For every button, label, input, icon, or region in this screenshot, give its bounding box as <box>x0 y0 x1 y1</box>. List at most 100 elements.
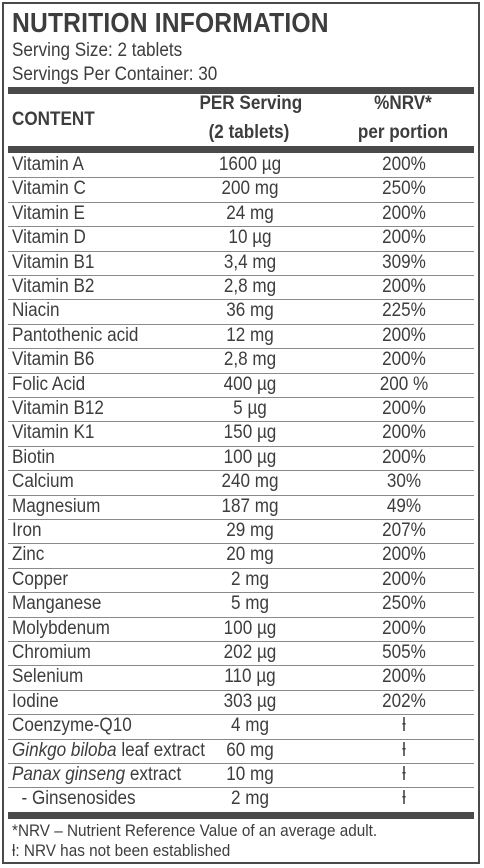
nutrient-amount: 60 mg <box>226 739 274 761</box>
nutrient-amount: 20 mg <box>226 544 274 566</box>
nutrient-name: Biotin <box>12 446 55 468</box>
table-row: Selenium 110 µg 200% <box>8 665 474 691</box>
footer-divider <box>8 812 474 819</box>
nutrient-name: Zinc <box>12 544 45 566</box>
nutrient-amount: 12 mg <box>226 324 274 346</box>
nutrient-amount: 2,8 mg <box>223 349 277 371</box>
nutrient-name: Iodine <box>12 690 59 712</box>
nutrient-name: Coenzyme-Q10 <box>12 715 132 737</box>
nutrient-amount: 150 µg <box>223 422 277 444</box>
nutrient-name-rest: leaf extract <box>116 739 205 761</box>
nutrient-nrv: ƚ <box>402 739 406 761</box>
table-row: Iodine 303 µg 202% <box>8 690 474 716</box>
table-row: Biotin 100 µg 200% <box>8 446 474 472</box>
table-divider <box>8 146 474 153</box>
nutrient-amount: 5 mg <box>230 593 270 615</box>
nutrient-name: - Ginsenosides <box>12 788 136 810</box>
nutrient-nrv: 200% <box>382 617 426 639</box>
table-row: Ginkgo biloba leaf extract 60 mg ƚ <box>8 739 474 764</box>
nutrient-name: Ginkgo biloba leaf extract <box>12 739 205 763</box>
nutrient-amount: 303 µg <box>223 690 277 712</box>
label-title: NUTRITION INFORMATION <box>12 7 329 38</box>
nutrient-nrv: 250% <box>382 178 426 200</box>
nutrient-amount: 200 mg <box>221 178 279 200</box>
nutrient-name: Niacin <box>12 300 60 322</box>
header-per-serving: PER Serving <box>199 93 303 114</box>
nutrient-nrv: 200% <box>382 202 426 224</box>
nutrient-name: Vitamin D <box>12 227 86 249</box>
nutrient-amount: 2,8 mg <box>223 276 277 297</box>
nutrient-name: Magnesium <box>12 495 101 517</box>
table-row: Chromium 202 µg 505% <box>8 641 474 667</box>
nutrient-nrv: 200 % <box>379 373 429 395</box>
serving-size: Serving Size: 2 tablets <box>12 40 183 61</box>
nutrient-nrv: 505% <box>382 642 426 663</box>
table-row: Copper 2 mg 200% <box>8 568 474 594</box>
table-row: Magnesium 187 mg 49% <box>8 495 474 520</box>
table-row: Pantothenic acid 12 mg 200% <box>8 324 474 350</box>
nutrient-nrv: 200% <box>382 568 426 590</box>
table-row: Panax ginseng extract 10 mg ƚ <box>8 763 474 789</box>
nutrient-amount: 3,4 mg <box>223 251 277 273</box>
nutrient-name-italic: Panax ginseng <box>12 764 126 785</box>
nutrient-nrv: ƚ <box>402 788 406 810</box>
table-row: Vitamin B2 2,8 mg 200% <box>8 275 474 301</box>
table-row: - Ginsenosides 2 mg ƚ <box>8 787 474 813</box>
table-row: Vitamin D 10 µg 200% <box>8 226 474 252</box>
nutrient-name: Pantothenic acid <box>12 324 139 346</box>
table-row: Vitamin B6 2,8 mg 200% <box>8 348 474 374</box>
table-row: Vitamin B12 5 µg 200% <box>8 397 474 423</box>
nutrient-amount: 110 µg <box>224 666 276 688</box>
nutrient-nrv: 200% <box>382 276 426 297</box>
nutrient-amount: 36 mg <box>226 300 274 322</box>
header-divider <box>8 87 474 94</box>
nutrient-name: Manganese <box>12 593 102 615</box>
table-row: Vitamin K1 150 µg 200% <box>8 421 474 447</box>
nutrient-nrv: 30% <box>386 471 422 493</box>
nutrient-amount: 100 µg <box>223 446 277 468</box>
nutrient-name: Chromium <box>12 642 91 663</box>
nutrient-amount: 1600 µg <box>218 154 282 175</box>
table-row: Niacin 36 mg 225% <box>8 299 474 325</box>
table-row: Vitamin C 200 mg 250% <box>8 177 474 203</box>
table-row: Zinc 20 mg 200% <box>8 543 474 569</box>
nutrient-name: Selenium <box>12 666 84 688</box>
table-row: Vitamin A 1600 µg 200% <box>8 153 474 179</box>
nutrient-nrv: ƚ <box>402 764 406 785</box>
nutrient-amount: 10 µg <box>228 227 272 249</box>
nutrient-name: Copper <box>12 568 69 590</box>
nutrient-name: Calcium <box>12 471 74 493</box>
nutrient-nrv: 200% <box>382 666 426 688</box>
nutrient-nrv: 200% <box>382 398 426 419</box>
nutrient-amount: 2 mg <box>230 568 270 590</box>
nutrient-name: Folic Acid <box>12 373 86 395</box>
nutrient-nrv: 207% <box>382 520 426 541</box>
nutrient-nrv: 225% <box>382 300 426 322</box>
header-nrv-sub: per portion <box>357 122 449 143</box>
nutrient-nrv: 200% <box>382 349 426 371</box>
nutrient-nrv: 200% <box>382 154 426 175</box>
nutrient-name: Vitamin B12 <box>12 398 104 419</box>
nutrient-name: Vitamin C <box>12 178 86 200</box>
footnote-nrv: *NRV – Nutrient Reference Value of an av… <box>12 821 378 840</box>
nutrient-amount: 5 µg <box>233 398 267 419</box>
nutrient-amount: 2 mg <box>230 788 270 810</box>
nutrient-amount: 400 µg <box>223 373 277 395</box>
nutrient-name: Molybdenum <box>12 617 110 639</box>
nutrient-name: Vitamin K1 <box>12 422 95 444</box>
table-row: Molybdenum 100 µg 200% <box>8 617 474 642</box>
nutrient-name: Vitamin E <box>12 202 85 224</box>
footnote-not-established: ƚ: NRV has not been established <box>12 841 231 860</box>
nutrient-name-italic: Ginkgo biloba <box>12 739 117 761</box>
nutrient-name: Vitamin B2 <box>12 276 95 297</box>
table-row: Coenzyme-Q10 4 mg ƚ <box>8 714 474 740</box>
nutrient-nrv: 250% <box>382 593 426 615</box>
nutrient-name: Vitamin A <box>12 154 84 175</box>
nutrient-name: Panax ginseng extract <box>12 763 181 787</box>
table-row: Manganese 5 mg 250% <box>8 592 474 618</box>
nutrient-amount: 100 µg <box>223 617 277 639</box>
nutrient-nrv: 202% <box>382 690 426 712</box>
nutrient-nrv: ƚ <box>402 715 406 737</box>
nutrient-name: Vitamin B6 <box>12 349 95 371</box>
